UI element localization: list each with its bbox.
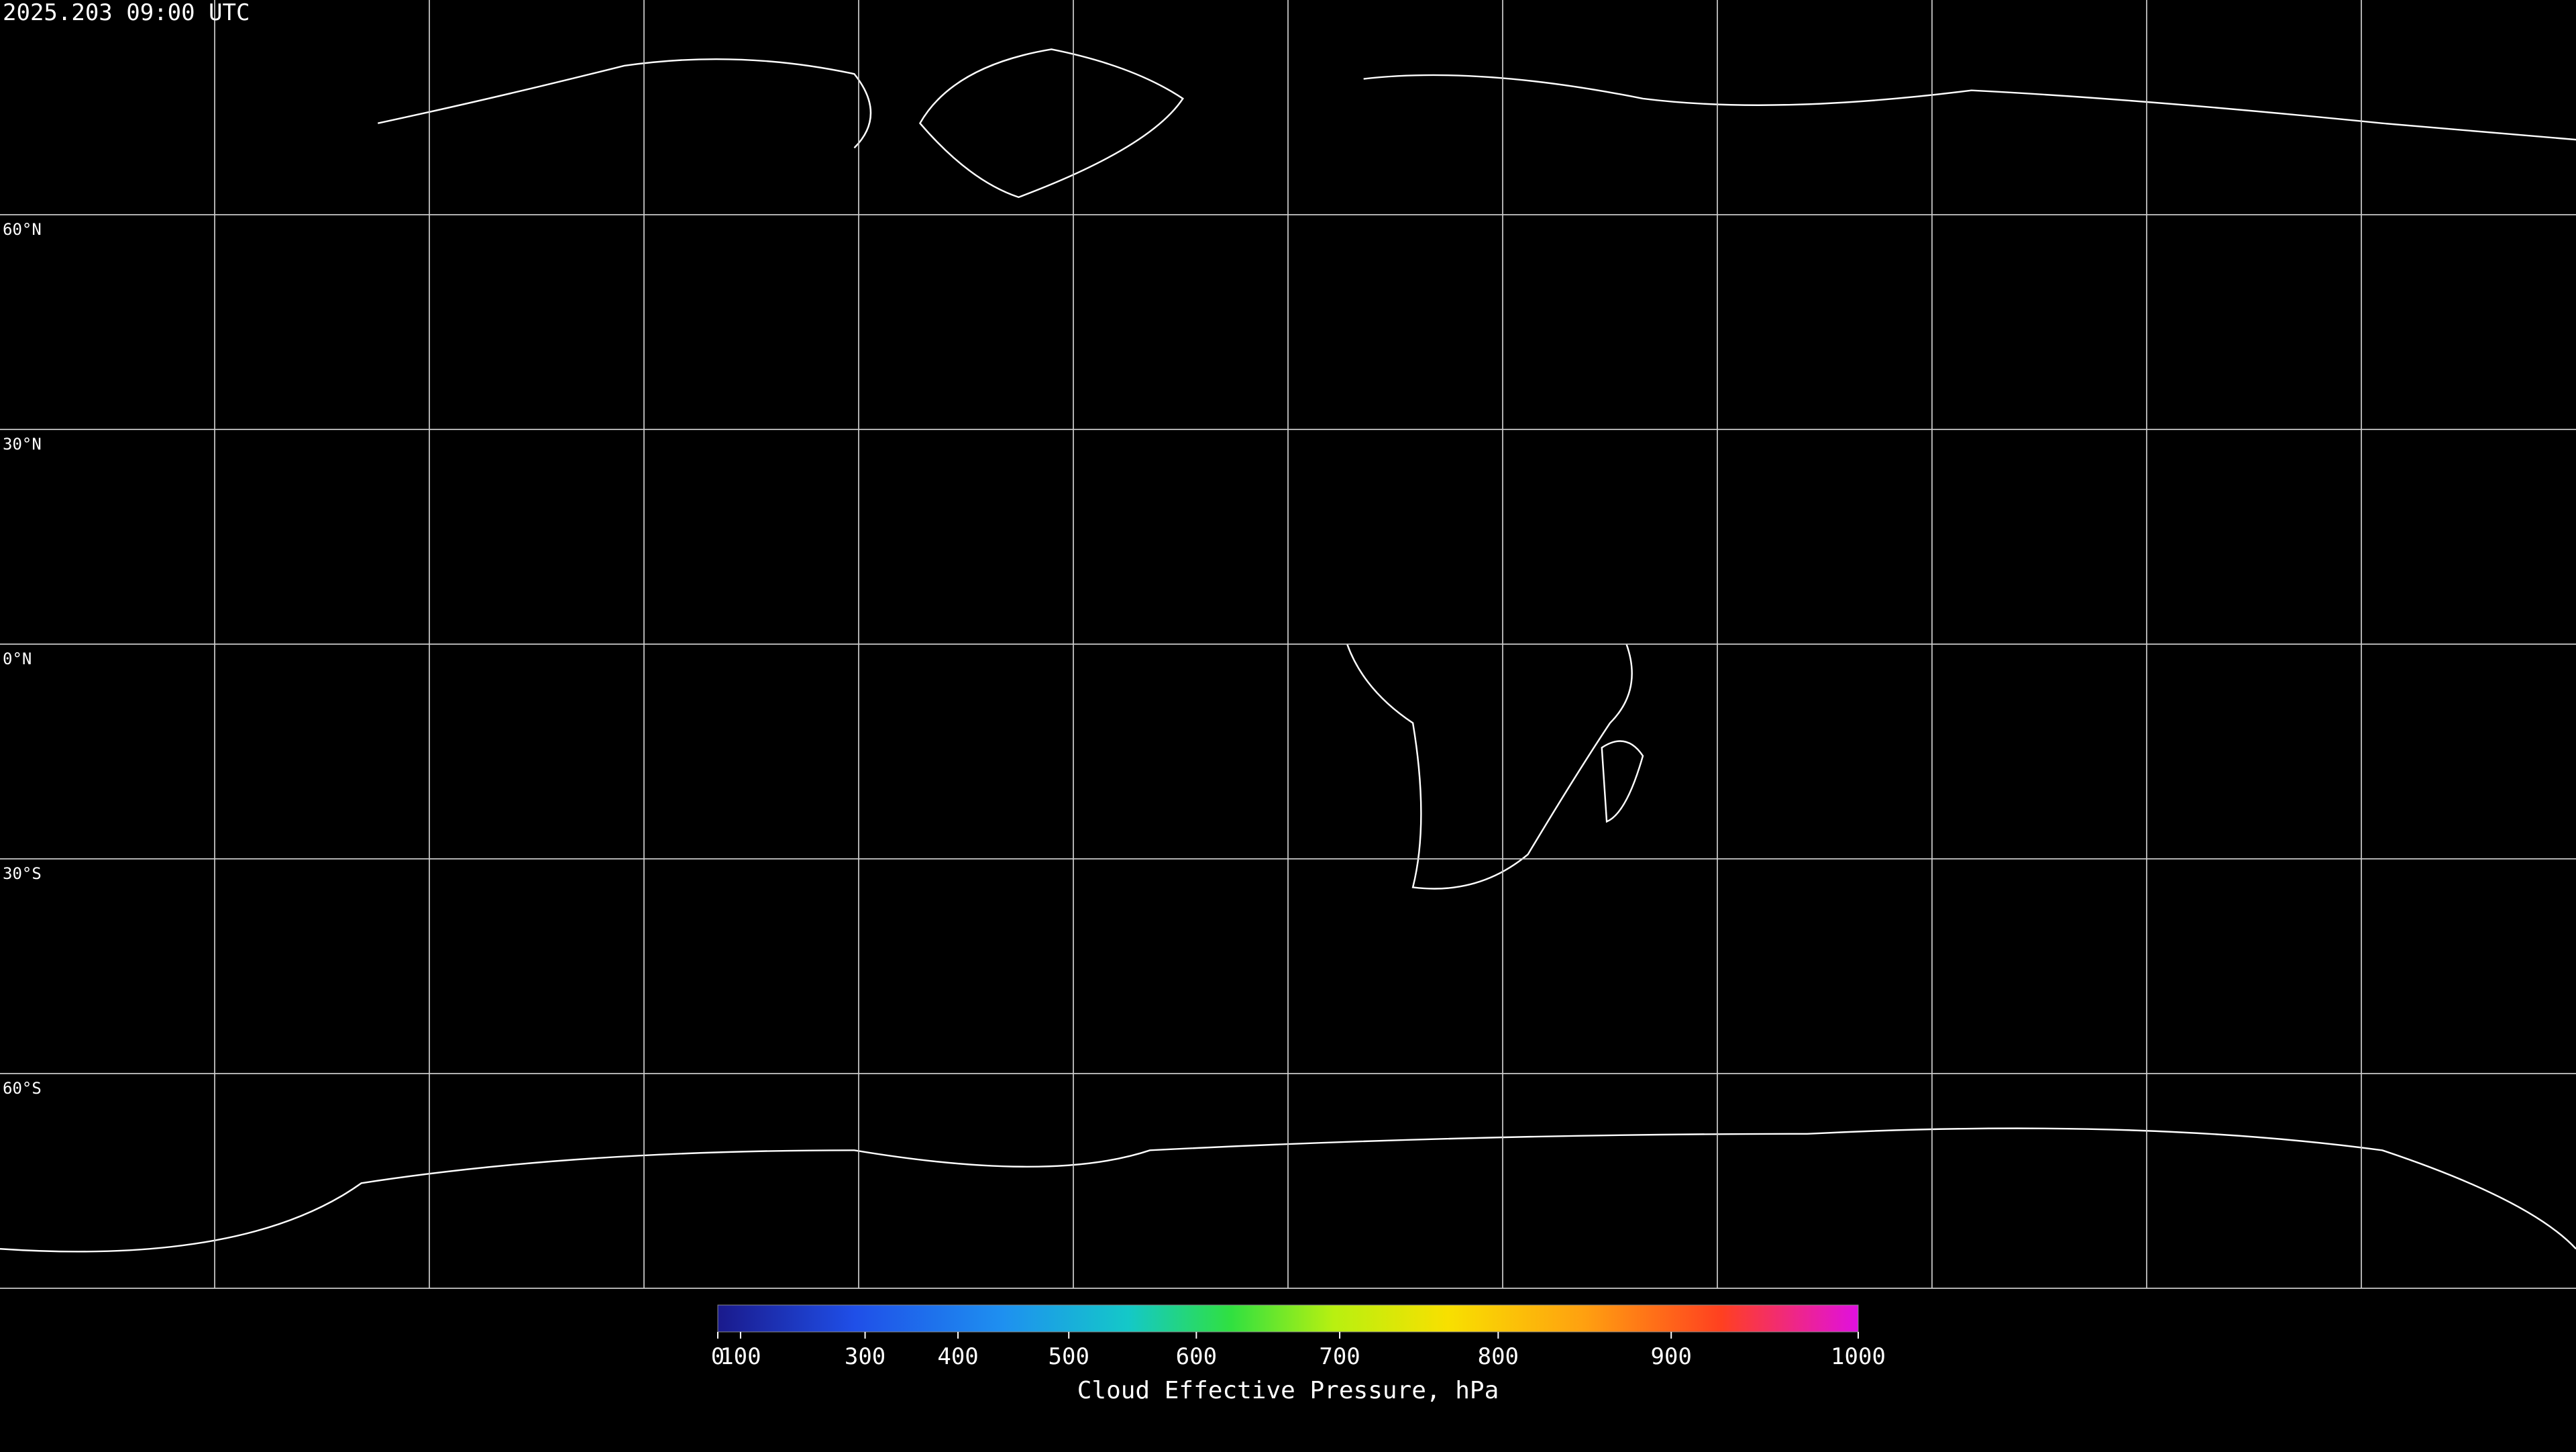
lat-label: 30°S <box>3 864 42 883</box>
colorbar-tick-label: 800 <box>1478 1343 1519 1370</box>
colorbar-tick-label: 1000 <box>1831 1343 1886 1370</box>
colorbar-tick-label: 700 <box>1319 1343 1360 1370</box>
colorbar-tick-label: 0 <box>711 1343 724 1370</box>
colorbar-label: Cloud Effective Pressure, hPa <box>1077 1377 1499 1404</box>
coastlines <box>0 48 2576 1253</box>
latitude-labels: 60°N 30°N 0°N 30°S 60°S <box>3 220 42 1098</box>
colorbar-tick-label: 100 <box>720 1343 761 1370</box>
lat-label: 0°N <box>3 650 32 668</box>
colorbar-tick-label: 500 <box>1049 1343 1089 1370</box>
colorbar-tick-label: 400 <box>937 1343 978 1370</box>
lat-label: 30°N <box>3 435 42 454</box>
graticule <box>0 0 2576 1289</box>
colorbar-tick-label: 900 <box>1651 1343 1692 1370</box>
lat-label: 60°N <box>3 220 42 239</box>
colorbar-tick-label: 600 <box>1176 1343 1217 1370</box>
colorbar-ramp <box>717 1304 1859 1333</box>
timestamp: 2025.203 09:00 UTC <box>3 0 250 26</box>
lat-label: 60°S <box>3 1079 42 1098</box>
colorbar-tick-label: 300 <box>845 1343 885 1370</box>
